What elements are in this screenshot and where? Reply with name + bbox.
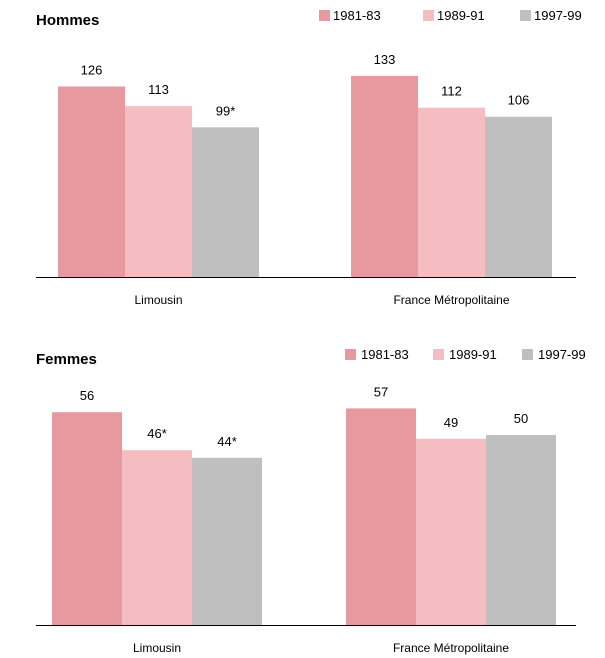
- chart-panel-femmes: Femmes 1981-83 1989-91 1997-99 56 46* 44* Limou…: [36, 347, 586, 655]
- bar-Limousin-1997-99: [192, 127, 259, 277]
- bar-Limousin-1989-91: [125, 106, 192, 277]
- legend-label-1989-91: 1989-91: [437, 8, 485, 23]
- legend-swatch-1989-91: [423, 10, 434, 21]
- legend-label-1989-91: 1989-91: [449, 347, 497, 362]
- data-label: 50: [514, 411, 528, 426]
- bar-France Métropolitaine-1989-91: [416, 438, 486, 625]
- bar-Limousin-1989-91: [122, 450, 192, 625]
- legend-label-1981-83: 1981-83: [333, 8, 381, 23]
- category-label: France Métropolitaine: [393, 641, 509, 655]
- legend-swatch-1997-99: [520, 10, 531, 21]
- data-label: 106: [508, 93, 530, 108]
- data-label: 57: [374, 384, 388, 399]
- data-label: 133: [374, 52, 396, 67]
- bar-France Métropolitaine-1989-91: [418, 107, 485, 277]
- legend-label-1997-99: 1997-99: [538, 347, 586, 362]
- bar-Limousin-1981-83: [52, 412, 122, 625]
- chart-title: Hommes: [36, 12, 99, 29]
- bar-Limousin-1997-99: [192, 457, 262, 625]
- bar-France Métropolitaine-1981-83: [351, 75, 418, 278]
- legend-swatch-1981-83: [319, 10, 330, 21]
- legend-swatch-1989-91: [433, 349, 444, 360]
- legend-label-1997-99: 1997-99: [534, 8, 582, 23]
- data-label: 46*: [147, 426, 167, 441]
- bar-France Métropolitaine-1997-99: [486, 435, 556, 625]
- data-label: 49: [444, 415, 458, 430]
- bar-Limousin-1981-83: [58, 86, 125, 277]
- data-label: 44*: [217, 434, 237, 449]
- bar-France Métropolitaine-1997-99: [485, 116, 552, 277]
- category-label: France Métropolitaine: [393, 293, 509, 307]
- legend-swatch-1981-83: [345, 349, 356, 360]
- data-label: 112: [441, 84, 462, 99]
- data-label: 99*: [216, 103, 236, 118]
- category-label: Limousin: [133, 641, 181, 655]
- legend-label-1981-83: 1981-83: [361, 347, 409, 362]
- bar-France Métropolitaine-1981-83: [346, 408, 416, 625]
- data-label: 113: [148, 82, 169, 97]
- chart-panel-hommes: Hommes 1981-83 1989-91 1997-99 126 113 99* Limo…: [36, 8, 582, 307]
- legend-swatch-1997-99: [522, 349, 533, 360]
- category-label: Limousin: [134, 293, 182, 307]
- data-label: 56: [80, 388, 94, 403]
- data-label: 126: [81, 62, 103, 77]
- chart-title: Femmes: [36, 351, 97, 368]
